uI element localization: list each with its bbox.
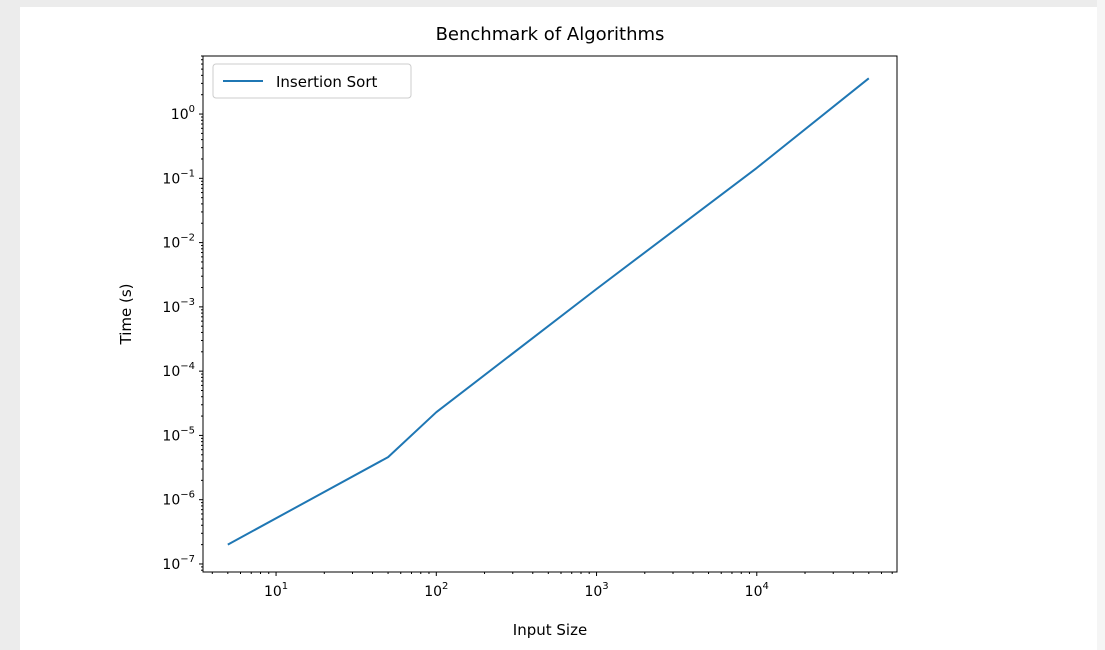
legend: Insertion Sort	[212, 63, 412, 99]
page-top-border	[0, 0, 1105, 7]
plot-area	[202, 55, 898, 573]
y-tick-label: 10−4	[162, 361, 195, 380]
y-axis: 10−7 10−6 10−5 10−4 10−3 10−2 10−1 100	[162, 55, 203, 573]
x-tick-label: 103	[584, 581, 608, 600]
x-tick-label: 104	[745, 581, 769, 600]
x-axis-label: Input Size	[513, 621, 587, 639]
x-tick-label: 102	[424, 581, 448, 600]
x-tick-label: 101	[264, 581, 288, 600]
y-tick-label: 10−6	[162, 490, 195, 509]
y-axis-label: Time (s)	[117, 284, 135, 346]
legend-label-insertion-sort: Insertion Sort	[276, 73, 378, 91]
chart-title: Benchmark of Algorithms	[436, 24, 665, 45]
page-right-border	[1097, 0, 1105, 650]
y-tick-label: 10−7	[162, 554, 195, 573]
legend-box	[212, 63, 412, 99]
axes-frame	[202, 55, 898, 573]
page-left-border	[0, 0, 20, 650]
x-axis: 101 102 103 104	[211, 572, 893, 600]
y-tick-label: 10−1	[162, 168, 195, 187]
series-layer	[227, 77, 870, 546]
y-tick-label: 100	[171, 104, 195, 123]
y-tick-label: 10−2	[162, 233, 195, 252]
y-tick-label: 10−5	[162, 425, 195, 444]
series-line-insertion-sort	[227, 77, 870, 546]
y-tick-label: 10−3	[162, 297, 195, 316]
